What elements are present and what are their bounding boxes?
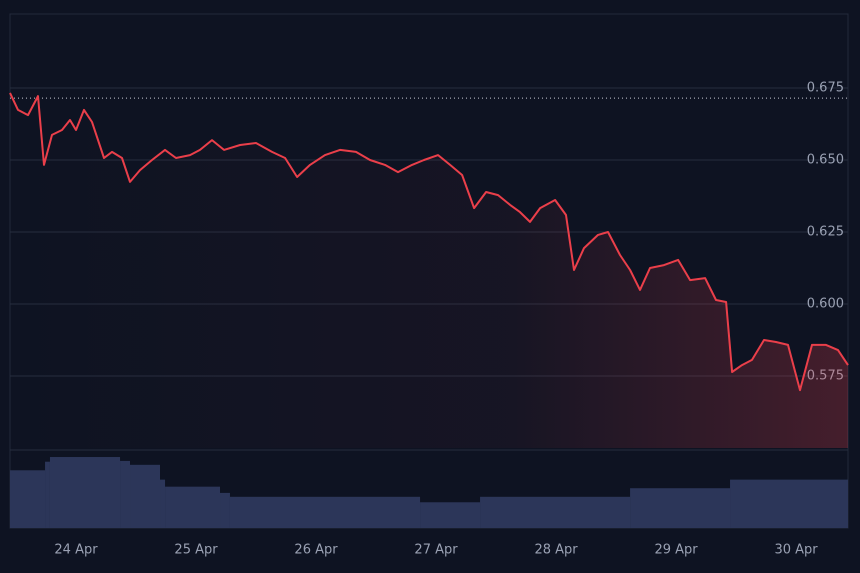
x-tick-label: 28 Apr xyxy=(534,543,578,558)
y-tick-label: 0.675 xyxy=(807,81,844,96)
y-tick-label: 0.625 xyxy=(807,225,844,240)
volume-bar xyxy=(160,479,166,528)
volume-bar xyxy=(420,502,481,528)
y-tick-label: 0.600 xyxy=(807,297,844,312)
volume-bar xyxy=(480,496,631,528)
area xyxy=(10,92,848,449)
x-tick-label: 24 Apr xyxy=(54,543,98,558)
volume-bar xyxy=(10,470,46,528)
volume-bar xyxy=(730,479,848,528)
x-tick-label: 27 Apr xyxy=(414,543,458,558)
x-tick-label: 26 Apr xyxy=(294,543,338,558)
x-tick-label: 29 Apr xyxy=(654,543,698,558)
volume-bar xyxy=(49,457,121,528)
volume-bar xyxy=(229,496,421,528)
volume-bar xyxy=(120,460,131,528)
x-tick-label: 30 Apr xyxy=(774,543,818,558)
volume-bar xyxy=(220,492,230,528)
x-tick-label: 25 Apr xyxy=(174,543,218,558)
price-line xyxy=(9,92,849,392)
y-tick-label: 0.650 xyxy=(807,153,844,168)
volume-bar xyxy=(630,488,731,528)
volume-bar xyxy=(45,461,50,528)
volume-bar xyxy=(165,486,221,528)
volume-bar xyxy=(130,464,161,528)
